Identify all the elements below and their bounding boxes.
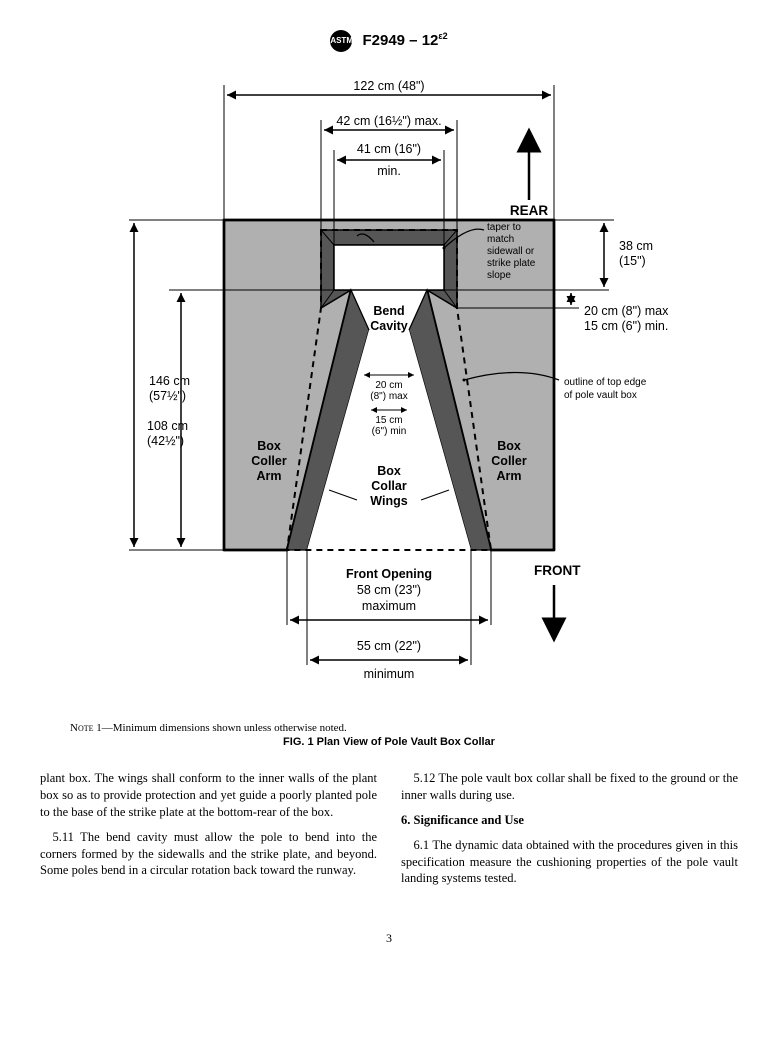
svg-text:min.: min.: [377, 164, 401, 178]
svg-text:58 cm (23"): 58 cm (23"): [357, 583, 421, 597]
svg-text:42 cm (16½") max.: 42 cm (16½") max.: [336, 114, 441, 128]
svg-text:of pole vault box: of pole vault box: [564, 390, 637, 401]
front-arrow: FRONT: [534, 563, 581, 630]
note-num: 1—: [96, 722, 113, 734]
svg-text:Box: Box: [377, 464, 401, 478]
svg-text:Box: Box: [497, 439, 521, 453]
svg-text:15 cm: 15 cm: [375, 415, 402, 426]
svg-text:sidewall or: sidewall or: [487, 246, 535, 257]
svg-text:20 cm: 20 cm: [375, 380, 402, 391]
section-6-head: 6. Significance and Use: [401, 812, 738, 829]
svg-text:(15"): (15"): [619, 254, 646, 268]
svg-text:Box: Box: [257, 439, 281, 453]
dim-mid-min: 15 cm (6") min: [371, 410, 407, 437]
para-5-11: 5.11 The bend cavity must allow the pole…: [40, 829, 377, 880]
svg-text:strike plate: strike plate: [487, 258, 536, 269]
svg-text:(6") min: (6") min: [372, 426, 407, 437]
svg-text:(42½"): (42½"): [147, 434, 184, 448]
svg-text:55 cm (22"): 55 cm (22"): [357, 639, 421, 653]
svg-text:41 cm (16"): 41 cm (16"): [357, 142, 421, 156]
dim-left-108: 108 cm (42½"): [147, 293, 188, 547]
svg-text:Coller: Coller: [251, 454, 287, 468]
svg-text:108 cm: 108 cm: [147, 419, 188, 433]
figure-1-diagram: 122 cm (48") 42 cm (16½") max. 41 cm (16…: [109, 70, 669, 714]
svg-text:(8") max: (8") max: [370, 391, 407, 402]
bend-cavity-frame: [321, 230, 457, 308]
svg-text:Front Opening: Front Opening: [346, 567, 432, 581]
para-plant-box: plant box. The wings shall conform to th…: [40, 770, 377, 821]
svg-text:REAR: REAR: [510, 203, 549, 218]
svg-text:122 cm (48"): 122 cm (48"): [353, 79, 424, 93]
dim-front-opening: Front Opening 58 cm (23") maximum: [287, 550, 491, 625]
para-5-12: 5.12 The pole vault box collar shall be …: [401, 770, 738, 804]
note-label: Note: [70, 722, 94, 734]
svg-text:outline of top edge: outline of top edge: [564, 377, 647, 388]
dim-left-146: 146 cm (57½"): [129, 220, 224, 550]
para-6-1: 6.1 The dynamic data obtained with the p…: [401, 837, 738, 888]
note-text: Minimum dimensions shown unless otherwis…: [113, 722, 347, 734]
svg-text:slope: slope: [487, 270, 511, 281]
svg-text:Coller: Coller: [491, 454, 527, 468]
standard-number: F2949 – 12: [362, 32, 438, 49]
svg-text:Collar: Collar: [371, 479, 407, 493]
figure-caption: FIG. 1 Plan View of Pole Vault Box Colla…: [40, 736, 738, 748]
page-number: 3: [40, 931, 738, 946]
svg-text:20 cm (8") max: 20 cm (8") max: [584, 304, 669, 318]
bend-cavity-label-a: Bend: [373, 304, 404, 318]
doc-header: ASTM F2949 – 12ε2: [40, 30, 738, 52]
figure-note: Note 1—Minimum dimensions shown unless o…: [70, 722, 738, 734]
epsilon: ε2: [438, 31, 447, 41]
svg-text:Arm: Arm: [256, 469, 281, 483]
astm-logo: ASTM: [330, 30, 352, 52]
svg-text:taper to: taper to: [487, 222, 521, 233]
svg-text:minimum: minimum: [364, 667, 415, 681]
svg-text:15 cm (6") min.: 15 cm (6") min.: [584, 319, 668, 333]
svg-text:146 cm: 146 cm: [149, 374, 190, 388]
svg-text:maximum: maximum: [362, 599, 416, 613]
bend-cavity-label-b: Cavity: [370, 319, 408, 333]
svg-text:match: match: [487, 234, 514, 245]
body-text: plant box. The wings shall conform to th…: [40, 770, 738, 891]
svg-text:Wings: Wings: [370, 494, 407, 508]
svg-text:38 cm: 38 cm: [619, 239, 653, 253]
rear-arrow: REAR: [510, 140, 549, 218]
svg-text:Arm: Arm: [496, 469, 521, 483]
dim-top-depth: 38 cm (15"): [554, 220, 653, 287]
svg-text:FRONT: FRONT: [534, 563, 581, 578]
